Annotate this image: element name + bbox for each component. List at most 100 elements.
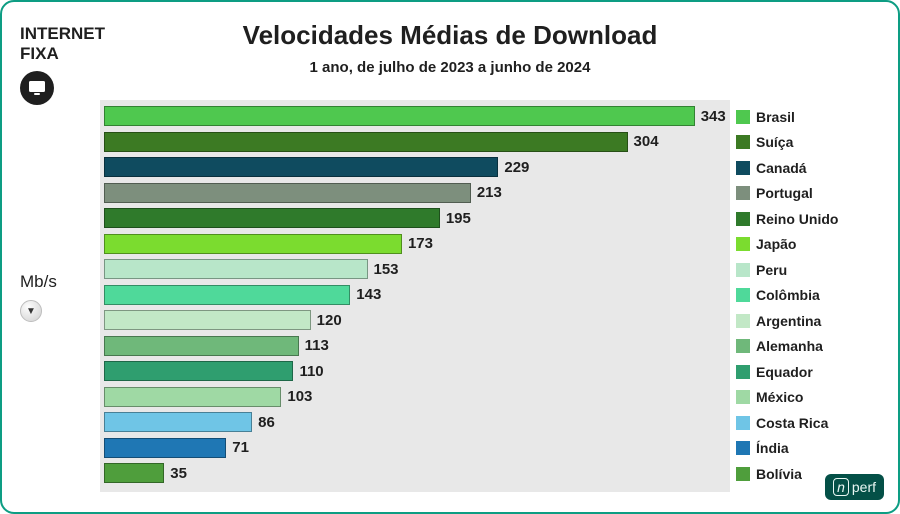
legend-item: Equador — [736, 359, 876, 385]
bar — [104, 183, 471, 203]
chart-title: Velocidades Médias de Download — [2, 20, 898, 51]
bar-row: 153 — [104, 259, 399, 279]
bar — [104, 208, 440, 228]
legend-item: Reino Unido — [736, 206, 876, 232]
legend-item: Brasil — [736, 104, 876, 130]
legend-item: Suíça — [736, 130, 876, 156]
bar-value-label: 304 — [634, 133, 659, 150]
bar — [104, 157, 498, 177]
bar-value-label: 113 — [305, 337, 329, 354]
legend-item: Portugal — [736, 181, 876, 207]
legend-swatch — [736, 161, 750, 175]
legend-item: Índia — [736, 436, 876, 462]
bar-row: 195 — [104, 208, 471, 228]
bar-value-label: 229 — [504, 159, 529, 176]
legend-label: Equador — [756, 364, 813, 380]
bar — [104, 234, 402, 254]
bar-value-label: 195 — [446, 210, 471, 227]
bar-value-label: 35 — [170, 465, 187, 482]
chart-subtitle: 1 ano, de julho de 2023 a junho de 2024 — [2, 59, 898, 76]
bar — [104, 412, 252, 432]
legend-swatch — [736, 365, 750, 379]
bar-row: 110 — [104, 361, 324, 381]
legend-label: Portugal — [756, 185, 813, 201]
bar-value-label: 103 — [287, 388, 312, 405]
legend-label: Bolívia — [756, 466, 802, 482]
legend-swatch — [736, 288, 750, 302]
bar-row: 103 — [104, 387, 312, 407]
bar-row: 229 — [104, 157, 529, 177]
legend-item: Argentina — [736, 308, 876, 334]
bar-value-label: 173 — [408, 235, 433, 252]
legend-item: México — [736, 385, 876, 411]
bar-value-label: 153 — [374, 261, 399, 278]
legend-item: Japão — [736, 232, 876, 258]
legend-item: Canadá — [736, 155, 876, 181]
legend-swatch — [736, 237, 750, 251]
bar-row: 173 — [104, 234, 433, 254]
bar-value-label: 71 — [232, 439, 249, 456]
legend-item: Colômbia — [736, 283, 876, 309]
legend-label: Costa Rica — [756, 415, 828, 431]
legend-swatch — [736, 135, 750, 149]
legend-label: Peru — [756, 262, 787, 278]
bar — [104, 132, 628, 152]
legend-swatch — [736, 441, 750, 455]
legend-label: Argentina — [756, 313, 821, 329]
legend-swatch — [736, 186, 750, 200]
nperf-logo: nperf — [825, 474, 884, 500]
legend-swatch — [736, 390, 750, 404]
bar — [104, 106, 695, 126]
bar-row: 120 — [104, 310, 342, 330]
legend-item: Alemanha — [736, 334, 876, 360]
legend-label: Brasil — [756, 109, 795, 125]
legend-label: Colômbia — [756, 287, 820, 303]
bar-row: 343 — [104, 106, 726, 126]
bar — [104, 259, 368, 279]
bar-row: 86 — [104, 412, 275, 432]
legend-label: Suíça — [756, 134, 793, 150]
legend-swatch — [736, 110, 750, 124]
bar-row: 304 — [104, 132, 659, 152]
bar-value-label: 86 — [258, 414, 275, 431]
bar-value-label: 343 — [701, 108, 726, 125]
legend-label: Canadá — [756, 160, 807, 176]
logo-suffix: perf — [852, 479, 876, 495]
legend-label: Reino Unido — [756, 211, 838, 227]
monitor-icon — [20, 71, 54, 105]
unit-label: Mb/s — [20, 272, 80, 292]
bar — [104, 387, 281, 407]
unit-block: Mb/s ▼ — [20, 272, 80, 322]
bar-row: 35 — [104, 463, 187, 483]
bar-value-label: 120 — [317, 312, 342, 329]
bar-row: 143 — [104, 285, 381, 305]
dropdown-icon[interactable]: ▼ — [20, 300, 42, 322]
legend-swatch — [736, 212, 750, 226]
legend-swatch — [736, 339, 750, 353]
bar-row: 71 — [104, 438, 249, 458]
bar — [104, 336, 299, 356]
bar — [104, 438, 226, 458]
logo-prefix: n — [833, 478, 849, 496]
bar-value-label: 110 — [299, 363, 323, 380]
bar-row: 213 — [104, 183, 502, 203]
bar-row: 113 — [104, 336, 329, 356]
bar-value-label: 213 — [477, 184, 502, 201]
legend-item: Costa Rica — [736, 410, 876, 436]
legend-swatch — [736, 416, 750, 430]
legend: Brasil Suíça Canadá Portugal Reino Unido Japã… — [736, 104, 876, 487]
legend-label: México — [756, 389, 803, 405]
bar-value-label: 143 — [356, 286, 381, 303]
legend-item: Peru — [736, 257, 876, 283]
title-block: Velocidades Médias de Download 1 ano, de… — [2, 20, 898, 76]
legend-swatch — [736, 314, 750, 328]
bar — [104, 285, 350, 305]
legend-swatch — [736, 263, 750, 277]
legend-swatch — [736, 467, 750, 481]
bar-chart: 343 304 229213 195 173 153 143 120 113 110 103 86 71… — [100, 100, 730, 492]
bar — [104, 361, 293, 381]
bar — [104, 463, 164, 483]
legend-label: Japão — [756, 236, 796, 252]
legend-label: Alemanha — [756, 338, 823, 354]
bar — [104, 310, 311, 330]
